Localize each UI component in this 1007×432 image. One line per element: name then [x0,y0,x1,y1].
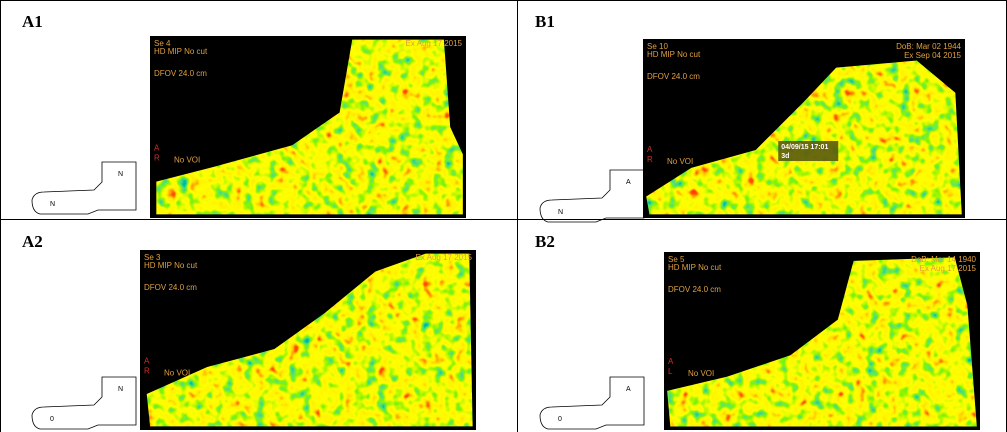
voi-text: No VOI [174,156,200,165]
orientation-text: A [154,144,160,153]
mode-text: HD MIP No cut [647,50,701,59]
orientation-text: R [144,366,150,375]
info-text: Ex Aug 17 2015 [416,253,473,262]
info-text: DoB: Mar 02 1944 [896,42,961,51]
sketch-letter: N [118,386,123,393]
sketch-letter: 0 [50,416,54,423]
figure: A1Se 4HD MIP No cutDFOV 24.0 cmARNo VOIE… [0,0,1007,432]
orientation-text: A [668,357,674,366]
orientation-text: A [647,145,653,154]
voi-text: No VOI [164,368,190,377]
dfov-text: DFOV 24.0 cm [154,69,207,78]
voi-text: No VOI [667,157,693,166]
sketch-letter: N [50,201,55,208]
orientation-text: A [144,356,150,365]
info-text: Ex Aug 17 2015 [406,39,463,48]
info-text: Ex Sep 04 2015 [904,51,961,60]
orientation-text: L [668,367,673,376]
sketch-letter: 0 [558,416,562,423]
panel-label: B1 [535,12,555,31]
info-text: DoB: Mar 14 1940 [911,255,976,264]
dfov-text: DFOV 24.0 cm [647,72,700,81]
sketch-letter: A [626,179,631,186]
sketch-letter: N [118,171,123,178]
mode-text: HD MIP No cut [668,263,722,272]
dfov-text: DFOV 24.0 cm [668,285,721,294]
info-text: Ex Aug 17 2015 [920,264,977,273]
sketch-letter: N [558,209,563,216]
dfov-text: DFOV 24.0 cm [144,283,197,292]
orientation-text: R [647,155,653,164]
annotation-text: 04/09/15 17:01 [781,144,828,151]
orientation-text: R [154,154,160,163]
panel-label: B2 [535,232,555,251]
voi-text: No VOI [688,369,714,378]
mode-text: HD MIP No cut [144,261,198,270]
mode-text: HD MIP No cut [154,47,208,56]
panel-label: A1 [22,12,43,31]
sketch-letter: A [626,386,631,393]
panel-label: A2 [22,232,43,251]
annotation-text: 3d [781,153,789,160]
